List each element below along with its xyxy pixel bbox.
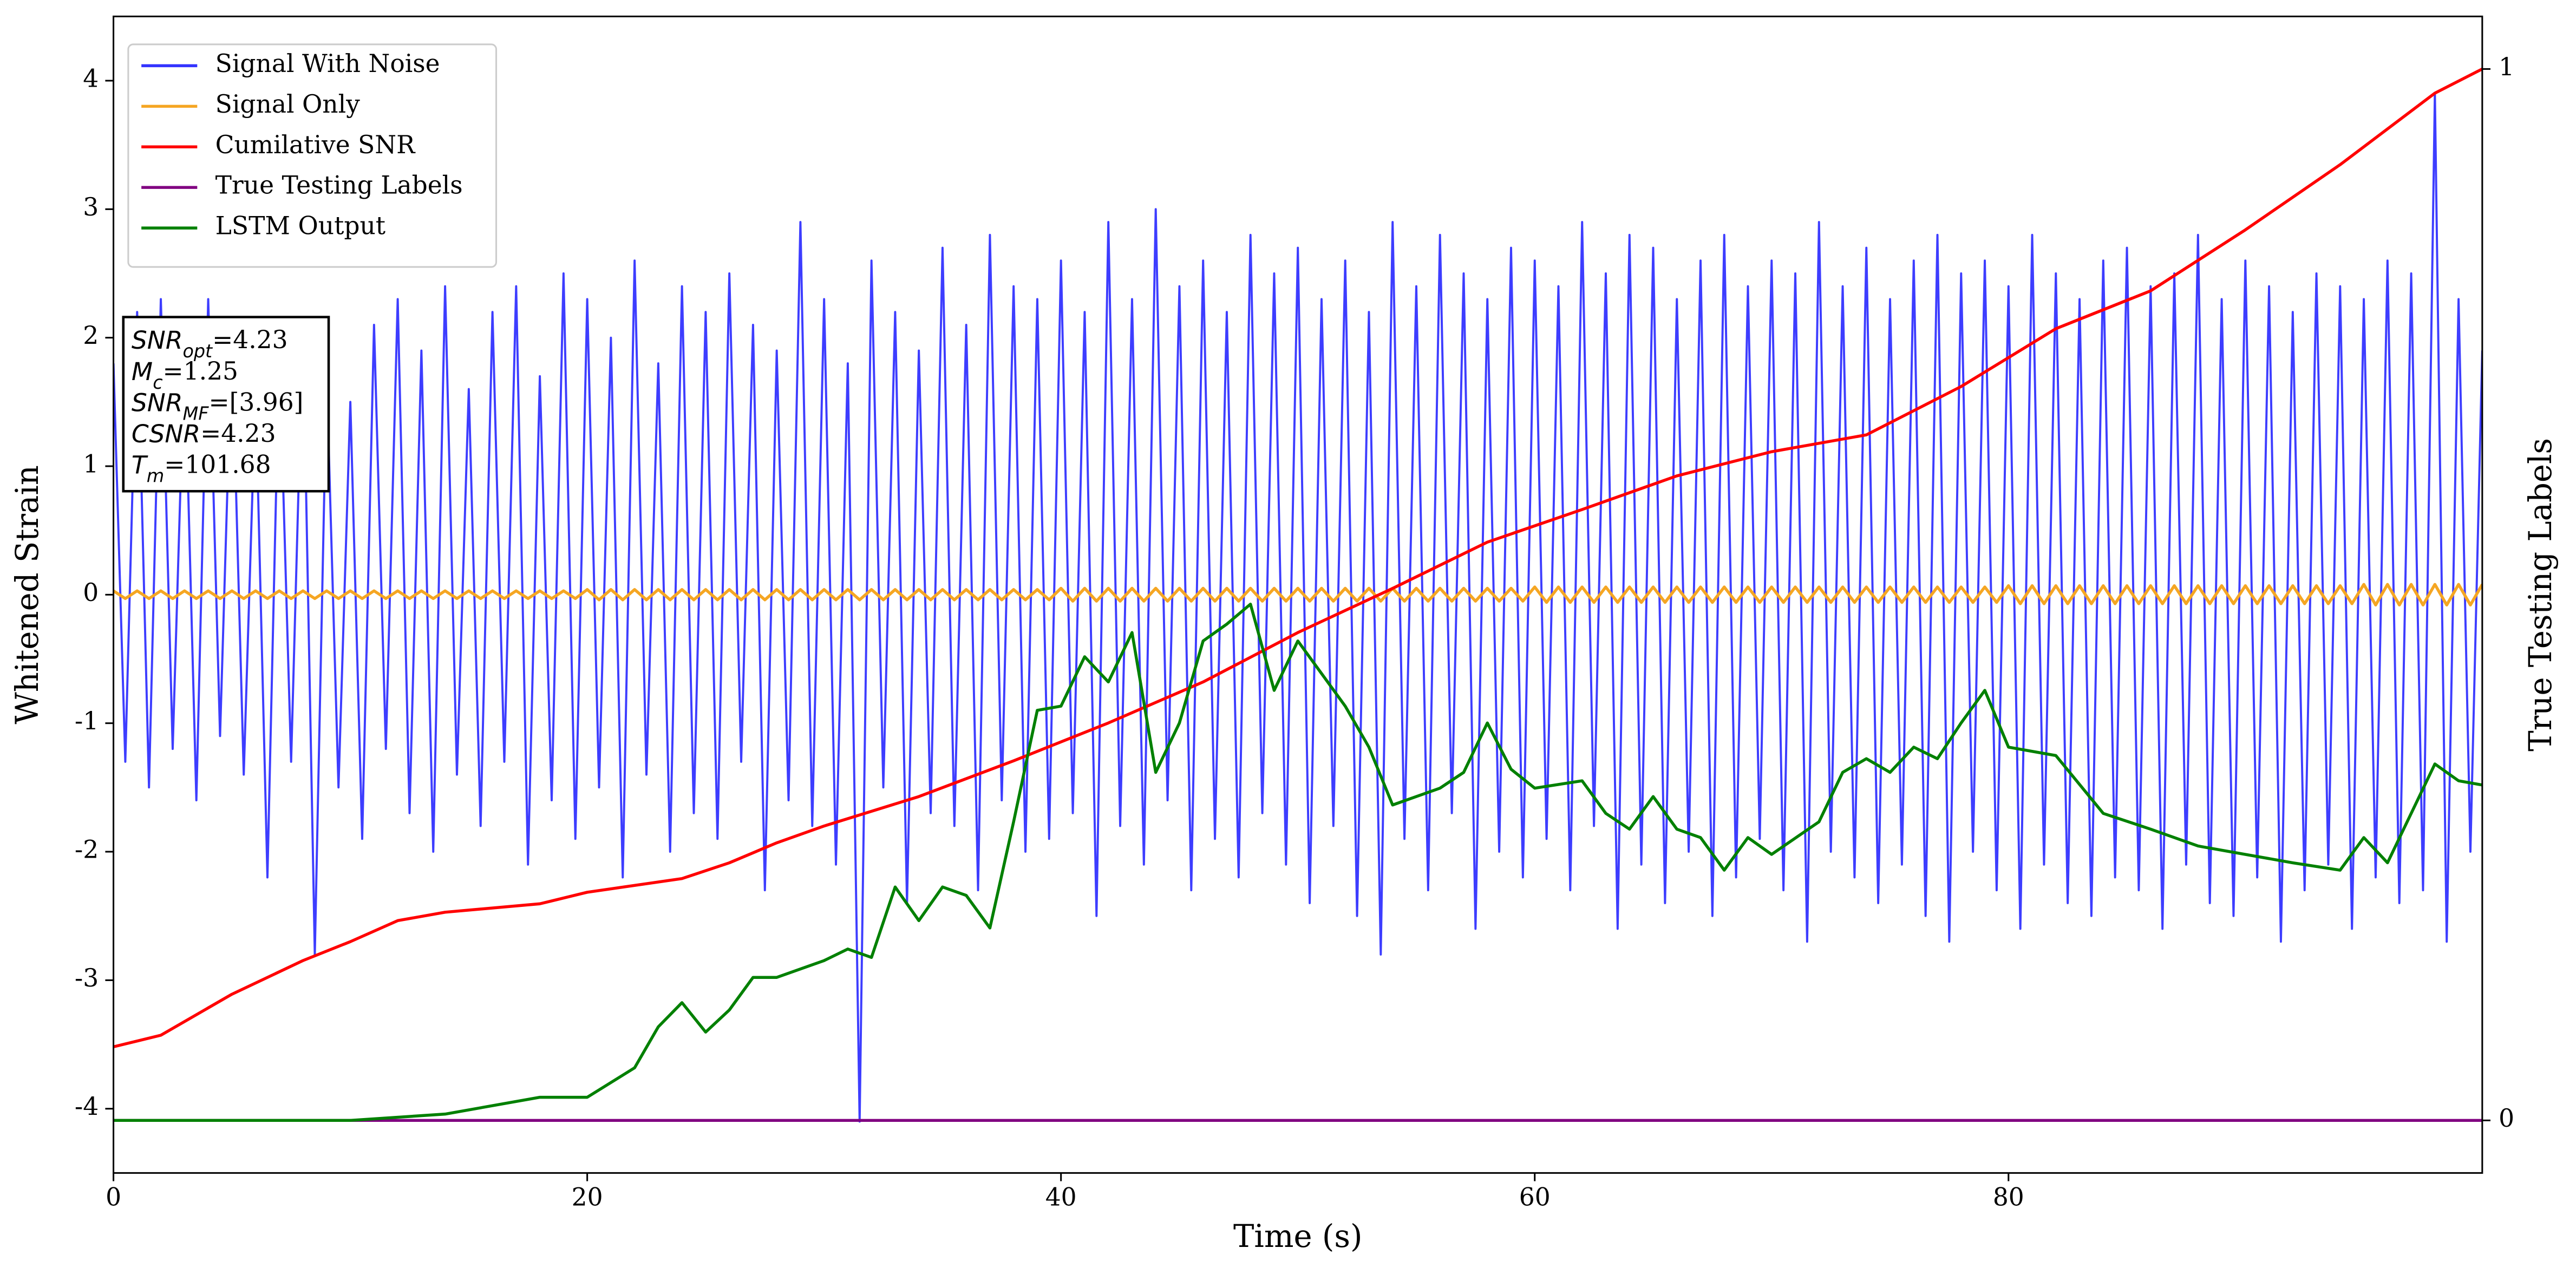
x-tick-label: 0 xyxy=(106,1182,121,1211)
annotation-symbol: SNR xyxy=(132,388,183,417)
annotation-subscript: m xyxy=(147,466,165,487)
y-tick-label: 1 xyxy=(83,450,99,479)
series-line xyxy=(113,68,2482,1049)
x-axis-label: Time (s) xyxy=(1233,1218,1362,1255)
annotation-symbol: T xyxy=(132,450,148,479)
x-tick-label: 60 xyxy=(1519,1182,1551,1211)
annotation-subscript: MF xyxy=(182,403,209,424)
y-tick-label: -2 xyxy=(75,835,99,864)
y-tick-label: 4 xyxy=(83,64,99,93)
x-tick-label: 80 xyxy=(1993,1182,2024,1211)
annotation-line: CSNR=4.23 xyxy=(132,419,276,448)
y-axis-label: Whitened Strain xyxy=(9,465,45,724)
y2-tick-label: 0 xyxy=(2499,1104,2514,1133)
legend-label: Signal Only xyxy=(215,90,360,119)
y-tick-label: 3 xyxy=(83,193,99,221)
x-tick-label: 20 xyxy=(572,1182,603,1211)
annotation-symbol: SNR xyxy=(132,326,183,355)
y-tick-label: 2 xyxy=(83,321,99,350)
x-tick-label: 40 xyxy=(1045,1182,1077,1211)
legend-label: Signal With Noise xyxy=(215,49,440,78)
annotation-text: =1.25 xyxy=(163,356,238,385)
series-line xyxy=(113,603,2482,1122)
annotation-subscript: opt xyxy=(182,341,213,362)
y-tick-label: 0 xyxy=(83,578,99,607)
annotation-subscript: c xyxy=(153,372,162,393)
y2-tick-label: 1 xyxy=(2499,53,2514,81)
legend-frame xyxy=(127,43,498,268)
annotation-text: =[3.96] xyxy=(208,388,303,416)
y-tick-label: -4 xyxy=(75,1092,99,1121)
annotation-line: SNRMF=[3.96] xyxy=(132,388,303,424)
y2-axis-label: True Testing Labels xyxy=(2522,438,2559,752)
y-tick-label: -1 xyxy=(75,707,99,735)
annotation-text: =4.23 xyxy=(212,325,287,354)
annotation-line: SNRopt=4.23 xyxy=(132,325,288,362)
legend-label: True Testing Labels xyxy=(215,171,463,200)
annotation-symbol: M xyxy=(132,357,153,386)
legend-label: Cumilative SNR xyxy=(215,130,416,159)
annotation-frame xyxy=(122,316,330,493)
annotation-box: SNRopt=4.23Mc=1.25SNRMF=[3.96]CSNR=4.23T… xyxy=(122,316,330,493)
annotation-line: Tm=101.68 xyxy=(132,450,271,486)
annotation-text: =101.68 xyxy=(164,450,271,479)
plot-area xyxy=(113,68,2482,1123)
series-line xyxy=(113,583,2482,607)
legend: Signal With Noise Signal Only Cumilative S… xyxy=(127,43,498,268)
y-tick-label: -3 xyxy=(75,964,99,992)
legend-label: LSTM Output xyxy=(215,212,385,240)
annotation-line: Mc=1.25 xyxy=(132,356,238,393)
annotation-text: =4.23 xyxy=(200,419,276,448)
annotation-symbol: CSNR xyxy=(132,420,200,448)
series-line xyxy=(113,92,2482,1123)
